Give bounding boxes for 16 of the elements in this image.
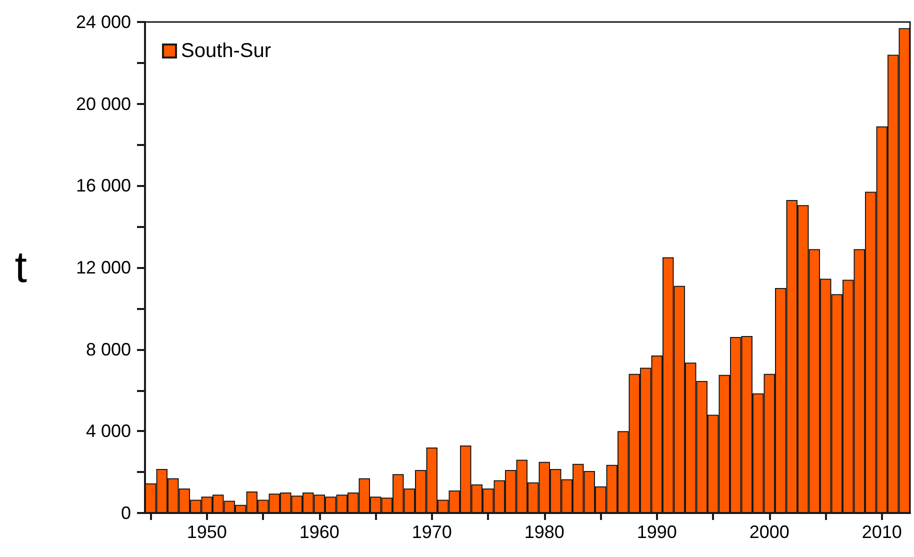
x-tick-label: 1960 [299, 522, 340, 542]
x-tick-label: 1950 [186, 522, 227, 542]
y-tick-label: 20 000 [76, 94, 131, 114]
x-tick-label: 2000 [749, 522, 790, 542]
y-tick-label: 24 000 [76, 12, 131, 32]
x-tick-label: 1990 [636, 522, 677, 542]
y-tick-label: 12 000 [76, 258, 131, 278]
y-tick-label: 4 000 [86, 421, 131, 442]
x-tick-label: 1970 [412, 522, 452, 542]
y-axis-title: t [14, 243, 27, 292]
legend-label: South-Sur [181, 40, 272, 62]
y-tick-label: 16 000 [76, 176, 131, 196]
x-tick-label: 2010 [862, 522, 902, 542]
y-tick-label: 8 000 [86, 339, 131, 360]
y-tick-label: 0 [120, 503, 131, 523]
x-tick-label: 1980 [524, 522, 564, 542]
